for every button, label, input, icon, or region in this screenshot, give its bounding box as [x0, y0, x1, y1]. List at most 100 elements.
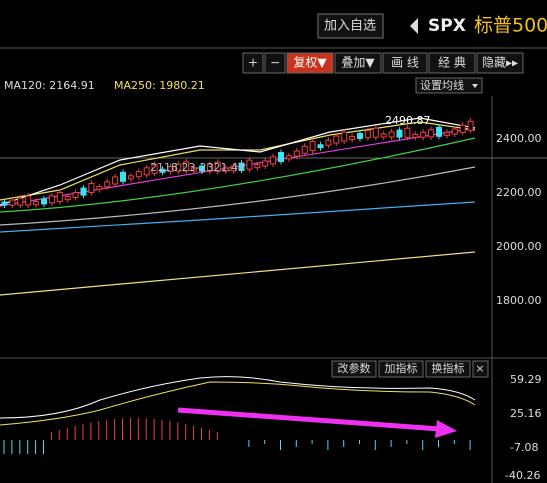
symbol: SPX [428, 16, 466, 36]
candle-body [388, 131, 395, 138]
classic-box[interactable] [428, 52, 476, 74]
candle-body [222, 167, 229, 172]
arrow-head [435, 420, 457, 438]
dropdown-arrow [472, 84, 478, 88]
candle-body [357, 132, 363, 139]
add-button-box[interactable] [317, 13, 384, 39]
high-annotation: 2490.87 [385, 114, 431, 127]
candle-body [17, 197, 24, 206]
ma60-line [0, 166, 476, 226]
candle-body [404, 127, 411, 138]
edit[interactable]: 改参数 [338, 361, 371, 375]
candle-body [206, 163, 213, 172]
candle-body [127, 175, 134, 180]
adjust[interactable]: 复权▼ [293, 56, 327, 70]
overlay[interactable]: 叠加▼ [341, 56, 375, 70]
candle-body [325, 139, 332, 146]
edit-box[interactable] [331, 360, 377, 378]
candle-body [293, 150, 300, 157]
candle-body [41, 198, 47, 205]
adjust-box[interactable] [286, 52, 334, 74]
candle-body [1, 201, 8, 206]
candle-body [428, 129, 435, 138]
candle-body [199, 165, 205, 172]
hide[interactable]: 隐藏▸▸ [482, 56, 518, 70]
indicator-tick: 59.29 [510, 373, 542, 386]
candle-body [285, 155, 292, 160]
macd-bars [3, 418, 471, 454]
price-tick: 2200.00 [496, 186, 542, 199]
candle-body [309, 140, 316, 151]
zoom-out[interactable]: − [270, 56, 280, 70]
candle-body [120, 171, 126, 182]
candle-body [364, 130, 371, 139]
ma250-label: MA250: 1980.21 [114, 79, 205, 92]
classic[interactable]: 经 典 [438, 56, 466, 70]
price-tick: 1800.00 [496, 294, 542, 307]
candle-body [246, 159, 253, 170]
indicator-tick: -40.26 [505, 469, 540, 482]
candle-body [167, 165, 174, 172]
hide-box[interactable] [476, 52, 524, 74]
overlay-box[interactable] [334, 52, 382, 74]
candle-body [451, 128, 458, 135]
symbol-name: 标普500 [474, 15, 547, 37]
candle-body [238, 162, 245, 171]
draw[interactable]: 画 线 [391, 56, 419, 70]
candle-body [159, 168, 166, 173]
indicator-toolbar: 改参数 加指标 换指标 × [331, 360, 489, 378]
ma30-line [0, 137, 476, 213]
candle-body [80, 187, 87, 196]
candle-body [301, 145, 308, 154]
candle-body [88, 182, 95, 193]
draw-box[interactable] [382, 52, 428, 74]
candle-body [230, 165, 237, 172]
candle-body [254, 164, 261, 169]
switch[interactable]: 换指标 [432, 361, 465, 375]
ma-settings-box[interactable] [415, 77, 483, 94]
close-box[interactable] [472, 360, 489, 378]
candle-body [459, 124, 466, 133]
toolbar: + − 复权▼ 叠加▼ 画 线 经 典 隐藏▸▸ [242, 52, 524, 74]
candle-body [214, 161, 221, 172]
candle-body [104, 181, 111, 188]
candle-body [191, 167, 198, 172]
price-tick: 2400.00 [496, 132, 542, 145]
arrow-shaft [177, 407, 441, 432]
dea-line [0, 381, 476, 426]
candle-body [72, 192, 79, 199]
close[interactable]: × [475, 362, 484, 375]
zoom-in-box[interactable] [242, 52, 264, 74]
ma-lines [0, 117, 476, 296]
indicator-tick: -7.08 [510, 441, 538, 454]
back-arrow[interactable] [410, 18, 418, 34]
switch-box[interactable] [425, 360, 471, 378]
ma120-line [0, 201, 476, 233]
candle-body [278, 151, 284, 162]
candle-body [56, 191, 63, 202]
ma-settings[interactable]: 设置均线 [420, 78, 464, 92]
indicator-tick: 25.16 [510, 407, 542, 420]
range-annotation: 2118.23-2321.42 [150, 161, 245, 174]
ma5-line [0, 117, 476, 206]
candle-body [412, 133, 419, 138]
zoom-in[interactable]: + [248, 56, 258, 70]
candle-body [135, 171, 142, 178]
candle-body [349, 136, 356, 141]
candle-body [33, 201, 40, 206]
candle-body [317, 144, 324, 149]
candle-body [396, 129, 403, 138]
candle-body [25, 195, 32, 206]
candle-body [151, 163, 158, 174]
candles [1, 118, 474, 209]
candle-body [420, 131, 427, 138]
candle-body [175, 163, 182, 172]
indicator-axis: 59.29 25.16 -7.08 -40.26 [505, 373, 542, 482]
zoom-out-box[interactable] [264, 52, 286, 74]
add-button[interactable]: 加入自选 [324, 19, 376, 34]
ma250-line [0, 251, 476, 296]
add-box[interactable] [378, 360, 424, 378]
add[interactable]: 加指标 [385, 361, 418, 375]
candle-body [467, 120, 474, 131]
